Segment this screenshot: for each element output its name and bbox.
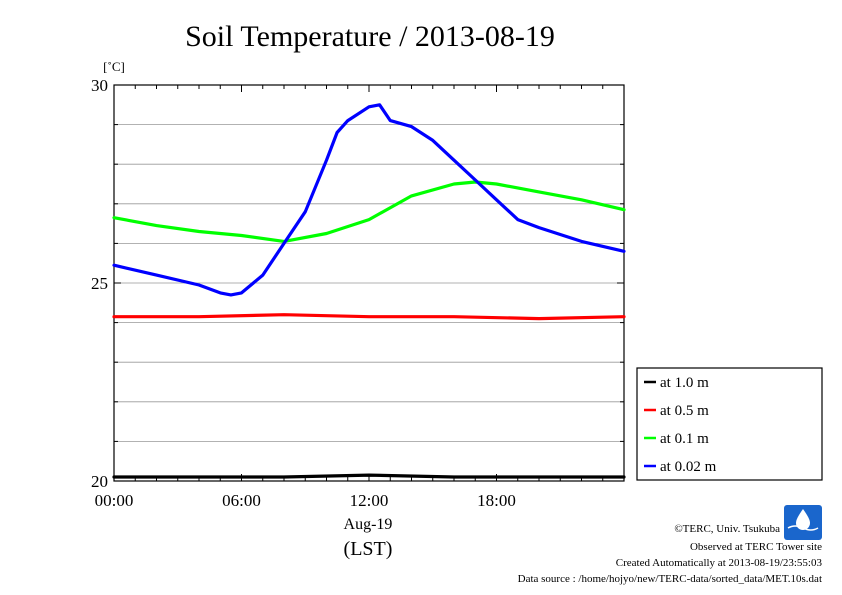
source-text: Data source : /home/hojyo/new/TERC-data/… [518,573,822,585]
x-tick-label: 06:00 [222,491,261,510]
x-tick-label: 18:00 [477,491,516,510]
y-tick-label: 30 [91,76,108,95]
x-tick-label: 00:00 [95,491,134,510]
x-tick-labels: 00:00 06:00 12:00 18:00 [95,491,516,510]
legend: at 1.0 m at 0.5 m at 0.1 m at 0.02 m [636,367,823,481]
x-tick-label: 12:00 [350,491,389,510]
created-text: Created Automatically at 2013-08-19/23:5… [616,557,823,569]
grid-lines [114,124,624,442]
series-line-2 [112,313,626,321]
legend-label: at 0.02 m [660,459,717,475]
series-lines [112,103,626,479]
y-tick-label: 25 [91,274,108,293]
y-tick-label: 20 [91,472,108,491]
water-drop-icon [796,509,810,530]
legend-label: at 0.5 m [660,403,709,419]
series-line-3 [112,180,626,243]
observed-text: Observed at TERC Tower site [690,541,822,553]
series-line-4 [112,103,626,297]
x-axis-label: Aug-19 [344,516,393,533]
series-line-1 [112,473,626,479]
y-axis-unit: [˚C] [103,59,125,74]
terc-logo [784,505,822,540]
y-tick-labels: 20 25 30 [91,76,108,491]
wave-icon [787,525,819,531]
legend-box [636,367,823,481]
legend-label: at 1.0 m [660,375,709,391]
chart-title: Soil Temperature / 2013-08-19 [185,20,555,53]
copyright-text: ©TERC, Univ. Tsukuba [674,523,780,535]
legend-label: at 0.1 m [660,431,709,447]
x-axis-unit: (LST) [344,538,393,560]
